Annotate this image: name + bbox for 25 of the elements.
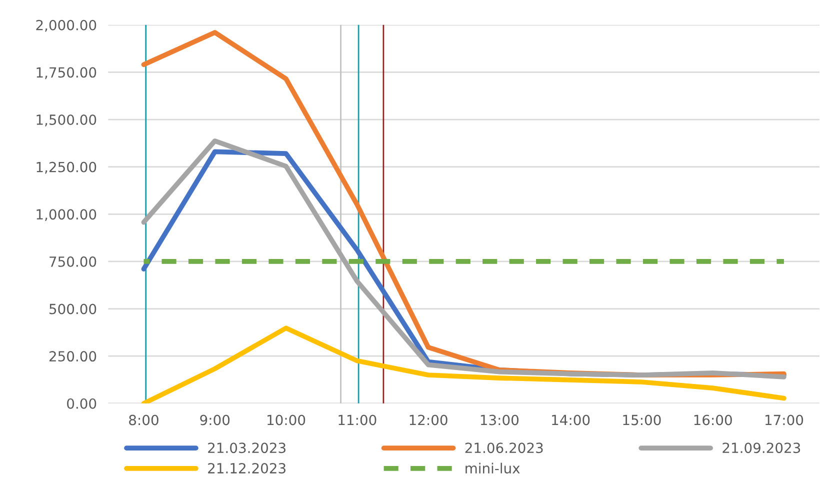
y-tick-label: 1,500.00 [36, 114, 96, 126]
x-tick-label: 15:00 [623, 414, 661, 426]
x-tick-label: 16:00 [694, 414, 732, 426]
y-tick-label: 500.00 [50, 304, 96, 314]
x-tick-label: 12:00 [410, 414, 448, 426]
legend-label: 21.12.2023 [208, 463, 286, 474]
y-tick-label: 1,000.00 [36, 209, 96, 222]
x-tick-label: 8:00 [129, 414, 158, 426]
y-tick-label: 1,750.00 [36, 67, 96, 80]
x-tick-label: 9:00 [200, 414, 230, 426]
x-tick-label: 11:00 [338, 414, 376, 426]
legend-label: 21.06.2023 [465, 442, 543, 454]
legend-label: mini-lux [466, 462, 520, 474]
legend-label: 21.09.2023 [722, 442, 800, 454]
y-tick-label: 2,000.00 [36, 20, 96, 32]
y-tick-label: 750.00 [50, 256, 96, 267]
x-tick-label: 14:00 [552, 414, 590, 426]
line-series [141, 326, 786, 404]
y-tick-label: 1,250.00 [36, 162, 96, 174]
y-tick-label: 0.00 [67, 398, 96, 409]
y-tick-label: 250.00 [49, 351, 96, 362]
x-tick-label: 17:00 [765, 414, 804, 426]
legend-label: 21.03.2023 [208, 442, 286, 454]
x-tick-label: 10:00 [268, 414, 306, 426]
x-tick-label: 13:00 [480, 414, 518, 426]
